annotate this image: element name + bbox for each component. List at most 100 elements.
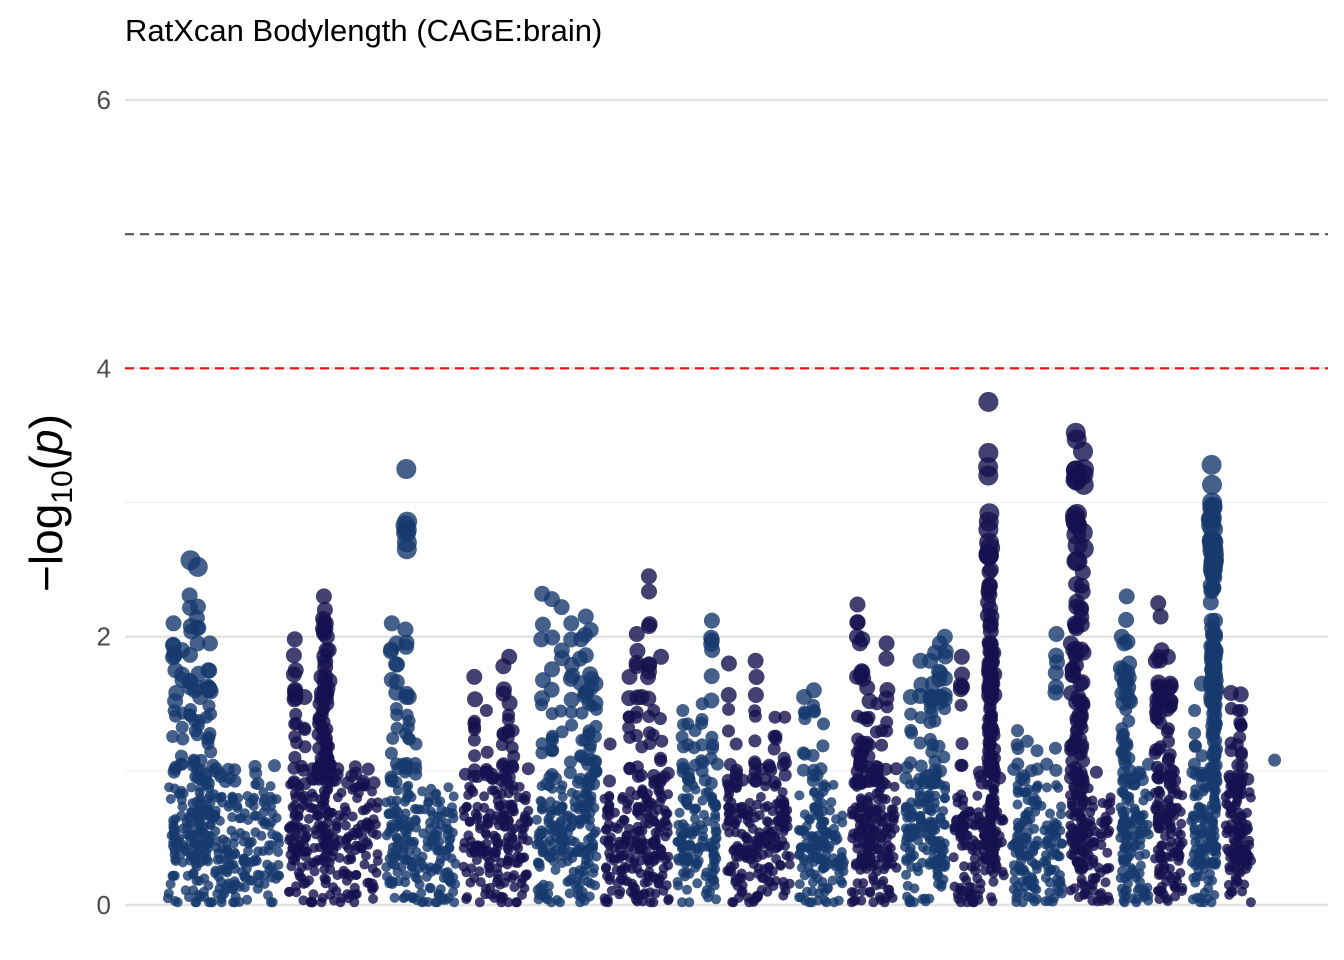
- data-point: [654, 751, 668, 765]
- data-point: [987, 896, 998, 907]
- threshold-lines: [125, 233, 1328, 370]
- data-point: [1244, 835, 1255, 846]
- data-point: [373, 797, 383, 808]
- data-point: [1152, 819, 1163, 830]
- data-point: [201, 732, 215, 746]
- data-point: [519, 813, 530, 824]
- data-point: [711, 894, 722, 905]
- data-point: [433, 845, 444, 856]
- y-axis-label-var: p: [20, 429, 72, 457]
- data-point: [1202, 496, 1223, 517]
- data-point: [459, 811, 470, 822]
- data-point: [1187, 894, 1198, 905]
- data-point: [204, 819, 215, 830]
- data-point: [818, 824, 828, 835]
- data-point: [1072, 675, 1089, 692]
- data-point: [901, 869, 912, 880]
- data-point: [1203, 883, 1214, 894]
- data-point: [228, 859, 239, 870]
- data-point: [1150, 595, 1167, 612]
- data-point: [367, 776, 381, 790]
- data-point: [588, 838, 599, 849]
- data-point: [575, 706, 589, 720]
- data-point: [846, 887, 857, 897]
- data-point: [286, 861, 297, 872]
- data-point: [502, 871, 513, 882]
- data-point: [545, 768, 559, 781]
- data-point: [410, 855, 421, 866]
- data-point: [286, 631, 303, 648]
- data-point: [974, 811, 984, 822]
- data-point: [827, 875, 838, 886]
- data-point: [703, 629, 720, 646]
- data-point: [384, 746, 398, 760]
- data-point: [315, 732, 329, 746]
- data-point: [543, 817, 554, 828]
- data-point: [807, 851, 818, 862]
- data-point: [285, 647, 302, 664]
- data-point: [564, 888, 575, 899]
- data-point: [531, 814, 542, 825]
- data-point: [461, 894, 472, 905]
- data-point: [1072, 710, 1086, 724]
- data-point: [957, 812, 968, 823]
- data-point: [289, 788, 300, 799]
- data-point: [557, 844, 568, 855]
- data-point: [480, 745, 494, 759]
- data-point: [672, 876, 683, 887]
- data-point: [863, 738, 877, 752]
- data-point: [404, 847, 415, 857]
- data-point: [184, 892, 194, 903]
- y-tick-label: 4: [97, 353, 111, 383]
- data-point: [267, 808, 278, 819]
- data-point: [812, 873, 823, 884]
- data-point: [535, 698, 548, 712]
- data-point: [1072, 522, 1093, 543]
- data-point: [707, 793, 717, 804]
- data-point: [206, 758, 220, 772]
- data-point: [244, 837, 255, 848]
- y-axis-label-open: (: [20, 454, 72, 470]
- data-point: [879, 682, 896, 698]
- data-point: [704, 776, 718, 790]
- data-point: [314, 756, 328, 770]
- data-point: [817, 717, 830, 731]
- data-point: [1149, 787, 1160, 798]
- data-point: [603, 819, 614, 830]
- data-point: [1235, 759, 1249, 773]
- data-point: [1209, 717, 1223, 731]
- data-point: [1068, 850, 1079, 861]
- data-point: [856, 795, 867, 806]
- data-point: [194, 840, 205, 851]
- data-point: [165, 615, 182, 632]
- data-point: [219, 775, 232, 788]
- data-point: [1234, 719, 1248, 733]
- data-point: [300, 846, 311, 857]
- data-point: [1211, 801, 1222, 812]
- data-point: [730, 877, 741, 887]
- data-point: [321, 824, 332, 835]
- data-point: [422, 836, 433, 847]
- data-point: [987, 835, 997, 846]
- data-point: [957, 822, 968, 833]
- data-point: [720, 655, 737, 672]
- data-point: [955, 897, 966, 908]
- data-point: [819, 895, 830, 906]
- data-point: [1149, 743, 1163, 757]
- data-point: [764, 763, 778, 777]
- data-point: [421, 871, 432, 882]
- data-point: [891, 796, 902, 806]
- data-point: [372, 849, 383, 860]
- data-point: [367, 786, 378, 797]
- data-point: [233, 793, 244, 803]
- data-point: [902, 880, 913, 891]
- data-point: [368, 814, 379, 825]
- data-point: [1123, 841, 1134, 852]
- data-point: [479, 704, 493, 717]
- data-point: [232, 803, 243, 814]
- data-point: [397, 621, 414, 638]
- data-point: [1206, 561, 1223, 578]
- data-point: [912, 862, 923, 873]
- data-point: [972, 765, 986, 779]
- data-point: [501, 648, 518, 665]
